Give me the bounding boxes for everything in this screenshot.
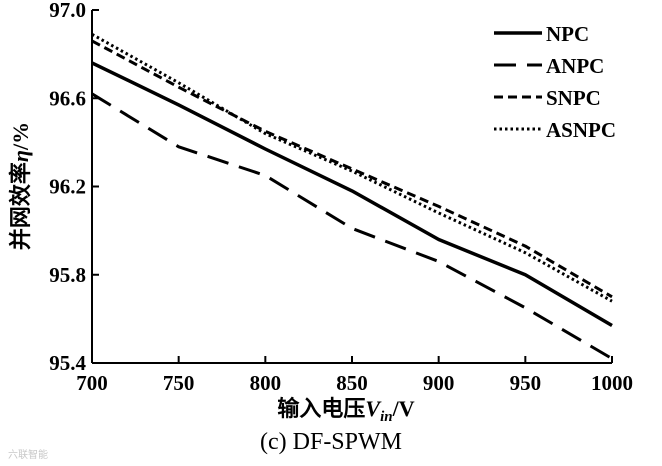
chart-caption: (c) DF-SPWM bbox=[260, 429, 402, 455]
series-line-snpc bbox=[91, 39, 613, 299]
y-axis-label-var: η bbox=[8, 150, 33, 162]
legend-label-snpc: SNPC bbox=[546, 86, 601, 110]
series-line-asnpc bbox=[91, 32, 613, 303]
legend-label-asnpc: ASNPC bbox=[546, 118, 616, 142]
legend-label-npc: NPC bbox=[546, 22, 589, 46]
y-tick-label: 96.6 bbox=[49, 86, 86, 110]
y-axis-label-unit: /% bbox=[8, 122, 33, 151]
axes bbox=[91, 9, 613, 364]
y-tick-label: 96.2 bbox=[49, 175, 86, 199]
y-tick-label: 95.8 bbox=[49, 263, 86, 287]
x-axis-label-main: 输入电压 bbox=[277, 396, 365, 421]
plot-area bbox=[91, 32, 613, 360]
legend-label-anpc: ANPC bbox=[546, 54, 604, 78]
legend: NPC ANPC SNPC ASNPC bbox=[494, 22, 616, 142]
x-axis-label-sub: in bbox=[380, 409, 393, 425]
tick-labels: 700 750 800 850 900 950 1000 97.0 96.6 96.2 95.8 95… bbox=[49, 0, 633, 395]
x-tick-label: 850 bbox=[336, 371, 368, 395]
y-axis-label: 并网效率η/% bbox=[8, 122, 33, 250]
x-axis-label-var: V bbox=[365, 396, 382, 421]
x-tick-label: 1000 bbox=[591, 371, 633, 395]
series-line-anpc bbox=[91, 92, 613, 360]
y-tick-label: 95.4 bbox=[49, 351, 86, 375]
x-axis-label: 输入电压Vin/V bbox=[277, 396, 414, 425]
series-line-npc bbox=[91, 61, 613, 328]
x-axis-label-unit: /V bbox=[392, 396, 415, 421]
watermark-text: 六联智能 bbox=[8, 448, 48, 461]
x-tick-label: 800 bbox=[250, 371, 282, 395]
x-tick-label: 750 bbox=[163, 371, 195, 395]
y-axis-label-main: 并网效率 bbox=[8, 162, 33, 250]
x-tick-label: 950 bbox=[510, 371, 542, 395]
x-tick-label: 900 bbox=[423, 371, 455, 395]
x-tick-label: 700 bbox=[76, 371, 108, 395]
y-tick-label: 97.0 bbox=[49, 0, 86, 22]
